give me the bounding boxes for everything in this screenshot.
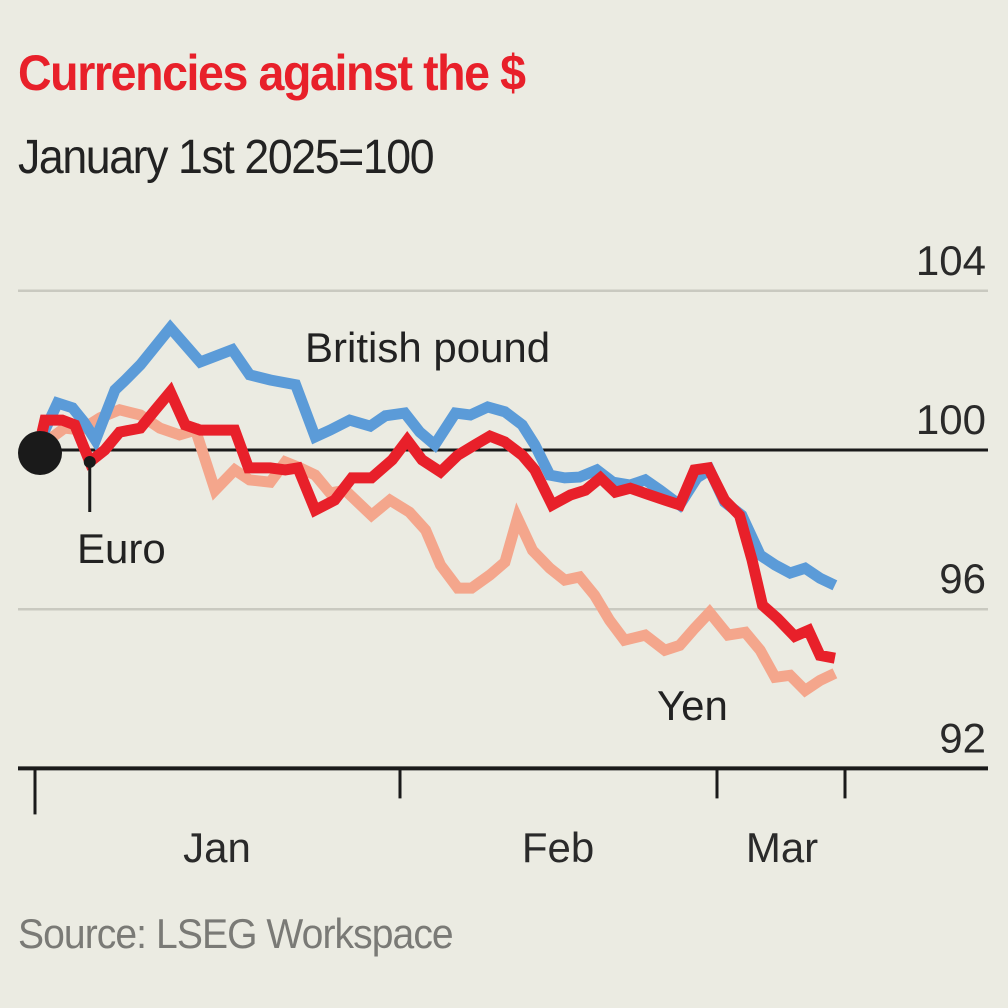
source-note: Source: LSEG Workspace [18, 910, 454, 957]
y-tick-label: 92 [939, 714, 986, 761]
x-tick-label-feb: Feb [522, 824, 594, 871]
grid-layer: 104 100 96 92 [18, 237, 988, 771]
start-marker [18, 431, 62, 475]
y-tick-label: 100 [916, 396, 986, 443]
chart-subtitle: January 1st 2025=100 [18, 131, 435, 184]
y-tick-label: 96 [939, 555, 986, 602]
chart-title: Currencies against the $ [18, 45, 526, 101]
series-label-yen: Yen [657, 682, 728, 729]
series-line-yen [34, 404, 838, 698]
series-label-euro: Euro [77, 525, 166, 572]
series-line-euro [32, 381, 836, 664]
annotation-layer: British pound Euro Yen [18, 324, 728, 729]
x-tick-label-jan: Jan [183, 824, 251, 871]
euro-annotation-dot [83, 455, 96, 468]
y-tick-label: 104 [916, 237, 986, 284]
x-axis: Jan Feb Mar [33, 768, 847, 871]
series-layer [32, 319, 838, 698]
x-tick-label-mar: Mar [746, 824, 818, 871]
series-label-british-pound: British pound [305, 324, 550, 371]
